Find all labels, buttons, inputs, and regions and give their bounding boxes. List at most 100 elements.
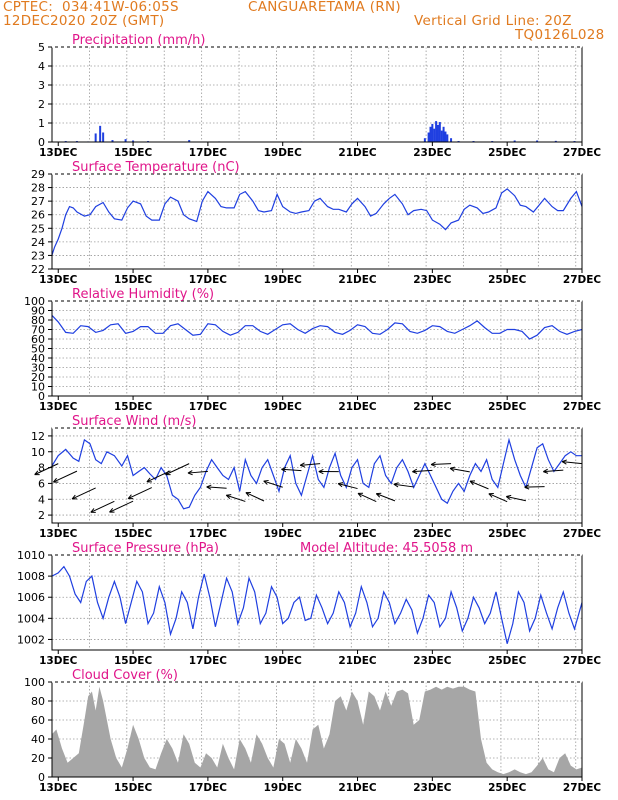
x-tick-label: 23DEC — [413, 528, 452, 540]
wind-vector — [376, 493, 396, 502]
temp-line — [51, 188, 583, 256]
x-tick-label: 17DEC — [189, 401, 228, 413]
precip-bar — [429, 126, 432, 142]
wind-vector — [146, 470, 171, 483]
x-tick-label: 25DEC — [488, 147, 527, 159]
pressure-panel: 1002 1004 1006 1008 1010 13DEC 15DEC 17DEC 19DEC… — [17, 541, 601, 667]
rh-title: Relative Humidity (%) — [72, 287, 214, 302]
x-tick-label: 21DEC — [338, 528, 377, 540]
station-label: CANGUARETAMA (RN) — [248, 0, 401, 15]
y-tick-label: 0 — [38, 390, 45, 403]
precip-frame — [51, 46, 583, 143]
temp-frame — [51, 173, 583, 270]
precip-bar — [433, 128, 436, 142]
wind-vector — [449, 467, 470, 473]
x-tick-label: 13DEC — [39, 401, 78, 413]
y-tick-label: 1 — [38, 117, 45, 130]
wind-vector — [488, 493, 508, 503]
x-tick-label: 27DEC — [563, 147, 602, 159]
precip-bar — [444, 131, 447, 142]
y-tick-label: 10 — [31, 381, 45, 394]
precip-bar — [188, 140, 191, 142]
y-tick-label: 4 — [38, 493, 45, 506]
precip-bar — [102, 132, 105, 142]
wind-vector — [165, 463, 190, 476]
precip-bar — [427, 132, 430, 142]
precip-bar — [99, 125, 102, 142]
x-tick-label: 21DEC — [338, 655, 377, 667]
wind-vector — [263, 480, 283, 488]
wind-vector — [393, 483, 414, 488]
x-tick-label: 21DEC — [338, 274, 377, 286]
precip-bar — [554, 140, 557, 142]
x-tick-label: 13DEC — [39, 655, 78, 667]
y-tick-label: 6 — [38, 477, 45, 490]
wind-vector-head — [109, 507, 115, 513]
cloud-cover-area — [51, 686, 583, 777]
datetime-label: 12DEC2020 20Z (GMT) — [3, 13, 165, 29]
y-tick-label: 1010 — [17, 549, 45, 562]
cloud-title: Cloud Cover (%) — [72, 668, 178, 683]
wind-vector-head — [187, 470, 193, 476]
y-tick-label: 29 — [31, 168, 45, 181]
y-tick-label: 1004 — [17, 612, 45, 625]
y-tick-label: 27 — [31, 195, 45, 208]
wind-vector-head — [299, 462, 306, 468]
wind-vector-head — [506, 494, 512, 500]
wind-vector-head — [127, 494, 134, 500]
run-id-label: TQ0126L028 — [515, 27, 605, 43]
wind-vector-head — [375, 492, 382, 498]
x-tick-label: 21DEC — [338, 782, 377, 794]
y-tick-label: 3 — [38, 79, 45, 92]
precip-bar — [438, 122, 441, 142]
precip-bar — [513, 140, 516, 142]
y-tick-label: 4 — [38, 60, 45, 73]
x-tick-label: 25DEC — [488, 274, 527, 286]
wind-vector — [34, 463, 59, 476]
x-tick-label: 15DEC — [114, 655, 153, 667]
x-tick-label: 17DEC — [189, 274, 228, 286]
x-tick-label: 13DEC — [39, 782, 78, 794]
precip-bar — [111, 140, 114, 142]
wind-vector — [469, 480, 489, 490]
y-tick-label: 20 — [31, 752, 45, 765]
x-tick-label: 21DEC — [338, 401, 377, 413]
x-tick-label: 25DEC — [488, 655, 527, 667]
y-tick-label: 70 — [31, 324, 45, 337]
wind-vector-head — [561, 459, 567, 465]
wind-vector-head — [34, 470, 40, 476]
wind-vector-head — [53, 477, 59, 483]
wind-vector — [431, 463, 452, 466]
y-tick-label: 5 — [38, 41, 45, 54]
x-tick-label: 27DEC — [563, 782, 602, 794]
x-tick-label: 17DEC — [189, 782, 228, 794]
precip-bar — [431, 123, 434, 142]
x-tick-label: 27DEC — [563, 401, 602, 413]
y-tick-label: 2 — [38, 509, 45, 522]
x-tick-label: 23DEC — [413, 782, 452, 794]
x-tick-label: 13DEC — [39, 147, 78, 159]
y-tick-label: 8 — [38, 462, 45, 475]
precip-bar — [132, 140, 135, 142]
y-tick-label: 20 — [31, 371, 45, 384]
y-tick-label: 2 — [38, 98, 45, 111]
wind-vector — [53, 470, 78, 483]
y-tick-label: 50 — [31, 343, 45, 356]
y-tick-label: 60 — [31, 714, 45, 727]
model-altitude-annotation: Model Altitude: 45.5058 m — [300, 541, 473, 556]
y-tick-label: 90 — [31, 305, 45, 318]
wind-vector — [506, 496, 526, 502]
wind-vector — [187, 470, 208, 474]
x-tick-label: 23DEC — [413, 147, 452, 159]
wind-vector-head — [90, 508, 96, 513]
wind-vector-head — [263, 479, 269, 485]
wind-vector — [90, 500, 115, 513]
x-tick-label: 17DEC — [189, 528, 228, 540]
x-tick-label: 19DEC — [264, 655, 303, 667]
wind-vector — [562, 461, 583, 465]
wind-vector-head — [318, 468, 324, 475]
precip-panel: 0 1 2 3 4 5 13DEC 15DEC 17DEC 19DEC 21DEC 23DEC 25DE… — [38, 33, 601, 159]
y-tick-label: 40 — [31, 733, 45, 746]
